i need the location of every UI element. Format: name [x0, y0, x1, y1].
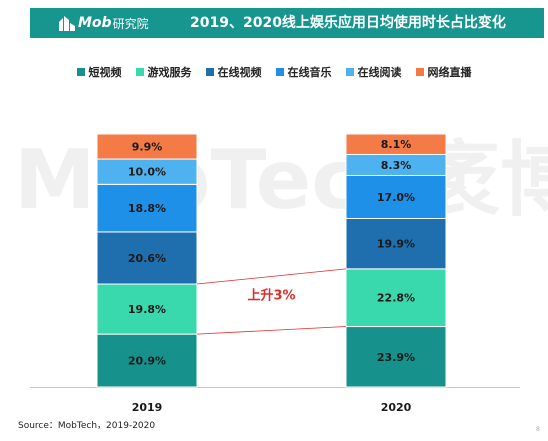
- data-label: 19.8%: [128, 303, 166, 316]
- data-label: 23.9%: [377, 351, 415, 364]
- logo-building-icon: [59, 16, 75, 31]
- logo-subtext: 研究院: [112, 16, 149, 31]
- page-title: 2019、2020线上娱乐应用日均使用时长占比变化: [190, 15, 506, 31]
- legend-swatch: [345, 68, 354, 76]
- watermark-text: MobTech袤博: [14, 133, 548, 228]
- legend-item: 短视频: [76, 64, 122, 80]
- data-label: 19.9%: [377, 238, 415, 251]
- legend-item: 在线视频: [205, 64, 262, 80]
- connector-line-bottom: [196, 326, 347, 335]
- bar-segment: [96, 183, 198, 233]
- bar-segment: [96, 158, 198, 185]
- legend-item: 在线音乐: [275, 64, 332, 80]
- data-label: 17.0%: [377, 191, 415, 204]
- legend-swatch: [135, 68, 144, 76]
- bar-segment: [345, 133, 447, 155]
- page-number: 8: [536, 426, 540, 433]
- data-label: 22.8%: [377, 292, 415, 305]
- legend-swatch: [76, 68, 85, 76]
- legend-swatch: [205, 68, 214, 76]
- bar-segment: [96, 333, 198, 388]
- data-label: 18.8%: [128, 202, 166, 215]
- bar-segment: [345, 326, 447, 388]
- connector-line-top: [196, 268, 347, 285]
- legend-item: 在线阅读: [345, 64, 402, 80]
- bar-segment: [345, 268, 447, 328]
- legend: 短视频 游戏服务 在线视频 在线音乐 在线阅读 网络直播: [0, 64, 548, 80]
- legend-label: 在线音乐: [287, 66, 332, 79]
- legend-label: 在线视频: [217, 66, 262, 79]
- logo-text: Mob: [78, 15, 112, 31]
- legend-label: 游戏服务: [147, 66, 192, 79]
- header: [0, 0, 548, 38]
- bar-segment: [345, 218, 447, 270]
- data-label: 20.9%: [128, 355, 166, 368]
- legend-item: 游戏服务: [135, 64, 192, 80]
- data-label: 8.1%: [381, 138, 412, 151]
- x-tick-label: 2019: [132, 401, 163, 414]
- legend-item: 网络直播: [415, 64, 472, 80]
- x-tick-label: 2020: [381, 401, 412, 414]
- legend-swatch: [415, 68, 424, 76]
- data-label: 20.6%: [128, 252, 166, 265]
- mob-logo: Mob 研究院: [58, 11, 149, 35]
- data-label: 8.3%: [381, 159, 412, 172]
- source-note: Source：MobTech，2019-2020: [18, 421, 156, 431]
- legend-label: 网络直播: [427, 66, 472, 79]
- legend-swatch: [275, 68, 284, 76]
- annotation-label: 上升3%: [247, 287, 295, 303]
- data-label: 10.0%: [128, 166, 166, 179]
- header-bar: [30, 8, 544, 38]
- data-label: 9.9%: [132, 141, 163, 154]
- legend-label: 短视频: [88, 66, 122, 79]
- legend-label: 在线阅读: [357, 66, 402, 79]
- bar-segment: [96, 133, 198, 160]
